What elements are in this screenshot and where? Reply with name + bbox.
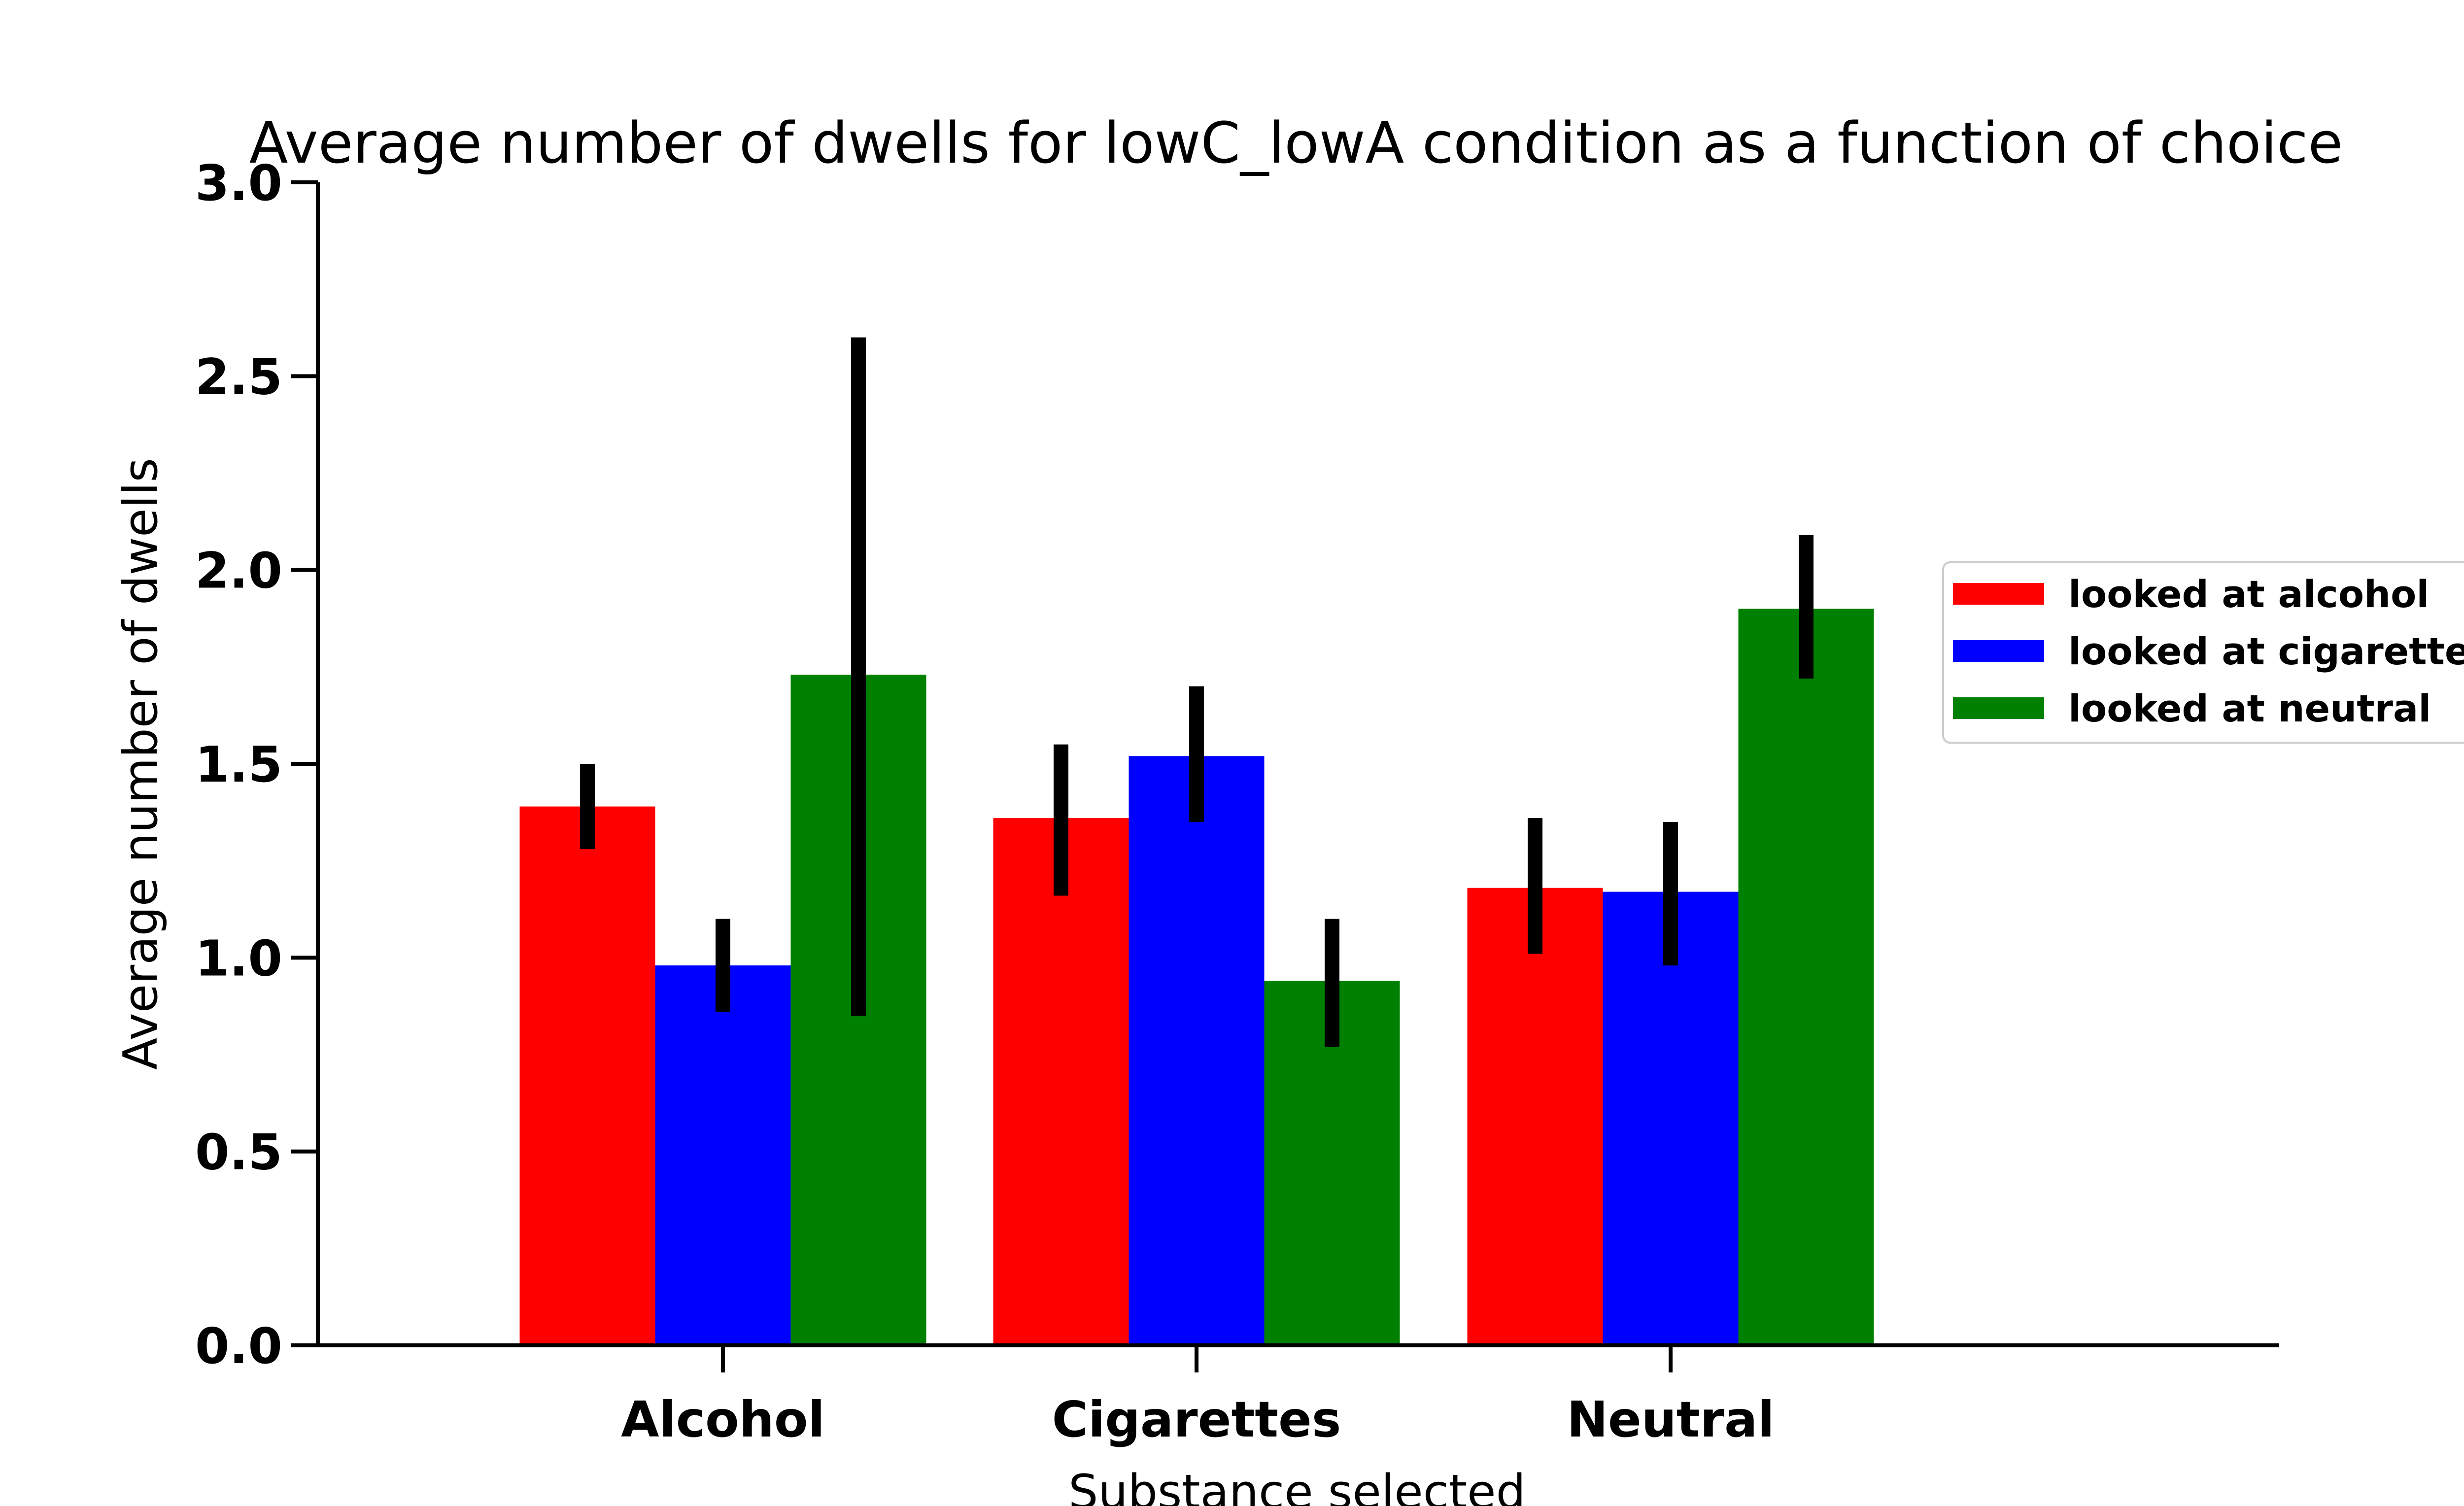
legend-label: looked at neutral xyxy=(2068,686,2431,730)
bar xyxy=(655,965,791,1345)
y-axis-ticks: 0.0 0.5 1.0 1.5 2.0 2.5 3.0 xyxy=(195,154,318,1375)
y-tick-label: 0.5 xyxy=(195,1124,282,1181)
y-axis-title: Average number of dwells xyxy=(114,458,168,1070)
legend-label: looked at alcohol xyxy=(2068,572,2429,616)
legend-frame xyxy=(1942,561,2464,744)
bar xyxy=(519,806,655,1345)
x-tick-label: Cigarettes xyxy=(1052,1391,1341,1448)
legend-swatch xyxy=(1953,583,2044,605)
legend-swatch xyxy=(1953,697,2044,719)
y-tick-label: 1.5 xyxy=(195,736,282,793)
x-axis-ticks: Alcohol Cigarettes Neutral xyxy=(621,1345,1775,1448)
legend: looked at alcohol looked at cigarettes loo… xyxy=(1942,561,2464,744)
bar xyxy=(1467,888,1603,1345)
bar xyxy=(993,818,1129,1345)
y-tick-label: 1.0 xyxy=(195,929,282,987)
bar xyxy=(1129,756,1265,1345)
y-tick-label: 3.0 xyxy=(195,154,282,212)
y-tick-label: 2.0 xyxy=(195,542,282,600)
bar xyxy=(1603,891,1739,1345)
y-tick-label: 2.5 xyxy=(195,348,282,406)
legend-swatch xyxy=(1953,640,2044,662)
legend-items: looked at alcohol looked at cigarettes loo… xyxy=(1953,572,2464,730)
legend-label: looked at cigarettes xyxy=(2068,629,2464,673)
x-axis-title: Substance selected xyxy=(1068,1465,1526,1506)
x-tick-label: Alcohol xyxy=(621,1391,825,1448)
chart-title: Average number of dwells for lowC_lowA c… xyxy=(249,110,2343,176)
plot-area xyxy=(519,337,1874,1345)
bar xyxy=(1738,609,1874,1345)
y-tick-label: 0.0 xyxy=(195,1317,282,1375)
x-tick-label: Neutral xyxy=(1567,1391,1775,1448)
